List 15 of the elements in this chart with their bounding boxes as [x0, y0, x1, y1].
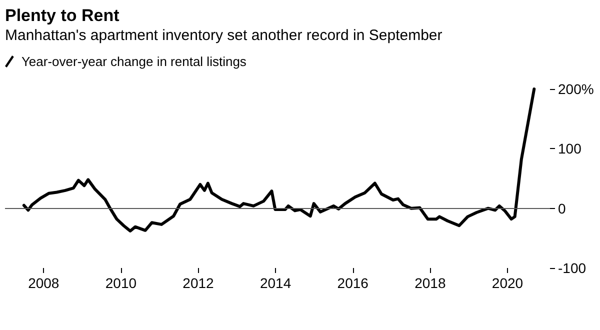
x-tick-label: 2010: [105, 275, 137, 291]
line-series: [22, 88, 536, 233]
x-tick-label: 2012: [182, 275, 214, 291]
chart-subtitle: Manhattan's apartment inventory set another record in September: [5, 27, 442, 44]
x-tick-label: 2014: [260, 275, 292, 291]
x-tick-label: 2008: [28, 275, 60, 291]
chart-title: Plenty to Rent: [5, 6, 120, 25]
x-tick-label: 2016: [337, 275, 369, 291]
y-tick-label: 200%: [558, 81, 594, 97]
y-tick-label: 100: [558, 140, 582, 157]
x-tick-label: 2018: [414, 275, 446, 291]
y-tick-label: -100: [558, 260, 586, 276]
legend-label: Year-over-year change in rental listings: [21, 54, 247, 69]
x-tick-label: 2020: [492, 275, 524, 291]
y-tick-label: 0: [558, 200, 566, 216]
